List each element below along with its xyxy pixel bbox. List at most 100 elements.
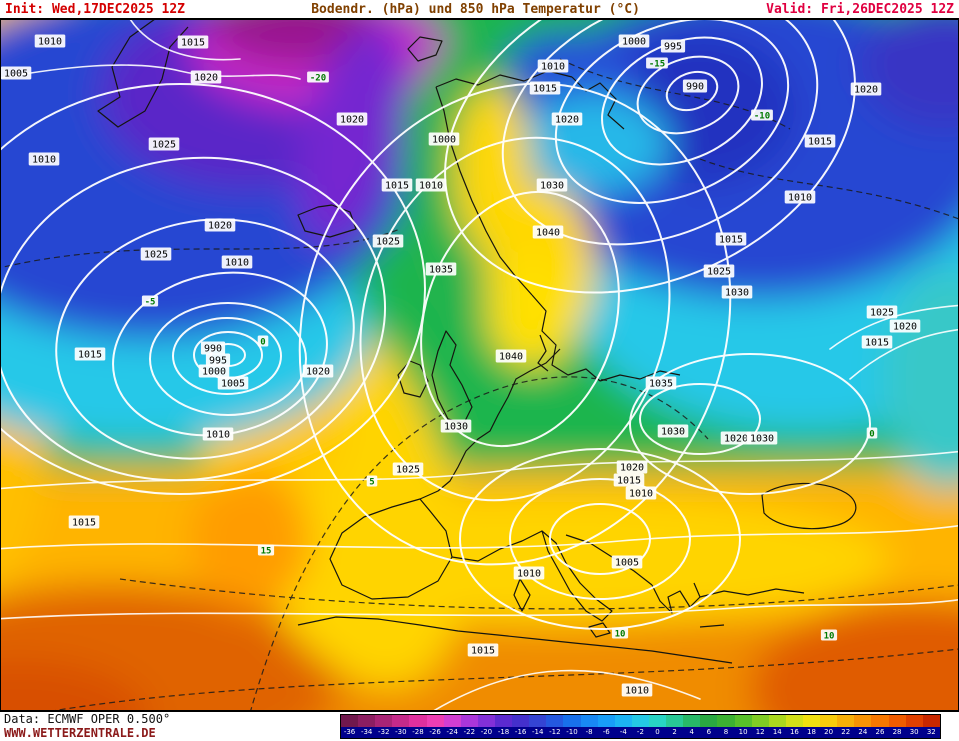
colorbar-segment: [443, 715, 461, 727]
colorbar-segment: [666, 715, 684, 727]
isobar-label: 1030: [725, 288, 749, 299]
colorbar-segment: [426, 715, 444, 727]
isobar-label: 1005: [221, 379, 245, 390]
colorbar-segment: [648, 715, 667, 727]
colorbar-tick-label: 16: [789, 728, 799, 736]
isobar-label-box: [190, 70, 222, 84]
colorbar-tick-label: -16: [514, 728, 527, 736]
isobar-label-box: [613, 473, 645, 487]
temperature-contours: [0, 58, 959, 711]
colorbar-segment: [580, 715, 598, 727]
isobar-label-box: [866, 305, 898, 319]
colorbar-tick-label: -24: [446, 728, 458, 736]
isobar-label-box: [513, 566, 545, 580]
init-label: Init: Wed,17DEC2025 12Z: [5, 1, 186, 17]
isobar-label: 1010: [625, 686, 649, 697]
colorbar-segment: [375, 715, 393, 727]
isobar-label-box: [302, 364, 334, 378]
colorbar-segment: [392, 715, 410, 727]
isobar-label: 1010: [38, 37, 62, 48]
colorbar-labels: -36 -34 -32 -30 -28 -26 -24 -22 -20 -18 -16 -14 -12-…: [341, 727, 940, 738]
colorbar-tick-label: 32: [926, 728, 936, 736]
isobar-label-box: [889, 319, 921, 333]
isobar-label-box: [200, 341, 226, 355]
isobar-label: 1020: [555, 115, 579, 126]
colorbar-tick-label: -12: [549, 728, 561, 736]
isobar-label-box: [177, 35, 209, 49]
colorbar-tick-label: 12: [755, 728, 765, 736]
isobar-label: 1015: [617, 476, 641, 487]
isobar-label: 1035: [649, 379, 673, 390]
colorbar-tick-label: 6: [706, 728, 712, 736]
colorbar-segment: [529, 715, 547, 727]
header-bar: Init: Wed,17DEC2025 12Z Bodendr. (hPa) u…: [0, 0, 959, 18]
temp-label: 10: [615, 630, 626, 640]
isobar-label-box: [198, 364, 230, 378]
colorbar-tick-label: -2: [636, 728, 644, 736]
isobars-long: [0, 19, 959, 711]
isobar-label-box: [616, 460, 648, 474]
isobar-label: 1025: [376, 237, 400, 248]
isobar-label-box: [611, 555, 643, 569]
colorbar-segment: [341, 715, 359, 727]
isobar-label: 1025: [870, 308, 894, 319]
colorbar-segment: [631, 715, 649, 727]
colorbar-tick-label: -6: [602, 728, 610, 736]
isobar-label: 990: [204, 344, 222, 355]
isobar-label: 1015: [72, 518, 96, 529]
temp-label: -5: [145, 298, 156, 308]
colorbar-segment: [837, 715, 855, 727]
colorbar-tick-label: 4: [689, 728, 694, 736]
isobar-label: 1010: [206, 430, 230, 441]
isobar-label: 1000: [432, 135, 456, 146]
isobar-label-box: [715, 232, 747, 246]
temp-label: 0: [260, 338, 265, 348]
isobar-label: 1020: [208, 221, 232, 232]
isobar-label: 1025: [152, 140, 176, 151]
isobar-label-box: [645, 376, 677, 390]
isobar-label-box: [372, 234, 404, 248]
isobar-label: 1010: [32, 155, 56, 166]
isobar-label: 1005: [4, 69, 28, 80]
isobar-label-box: [68, 515, 100, 529]
temp-label-box: [366, 475, 378, 487]
isobar-label: 1020: [724, 434, 748, 445]
isobar-label-box: [850, 82, 882, 96]
isobar-label: 1020: [194, 73, 218, 84]
isobar-label-box: [746, 431, 778, 445]
temp-label: -15: [649, 60, 665, 70]
isobar-label: 1025: [396, 465, 420, 476]
temp-label-box: [141, 295, 159, 307]
isobar-label: 995: [209, 356, 227, 367]
colorbar-segments: [341, 715, 940, 727]
isobar-label: 1010: [419, 181, 443, 192]
isobar-label-box: [720, 431, 752, 445]
colorbar-tick-label: 28: [892, 728, 902, 736]
colorbar-tick-label: 22: [841, 728, 851, 736]
colorbar-tick-label: -14: [532, 728, 544, 736]
isobar-label: 1015: [808, 137, 832, 148]
colorbar-tick-label: 14: [772, 728, 782, 736]
colorbar-tick-label: 30: [909, 728, 919, 736]
temp-label-box: [751, 109, 773, 121]
isobar-label: 1025: [144, 250, 168, 261]
colorbar-segment: [460, 715, 478, 727]
temp-label-box: [257, 335, 269, 347]
isobar-label: 1030: [444, 422, 468, 433]
colorbar-tick-label: 2: [672, 728, 677, 736]
isobar-label-box: [202, 427, 234, 441]
isobar-label-box: [204, 218, 236, 232]
isobar-label-box: [392, 462, 424, 476]
isobar-label-box: [537, 59, 569, 73]
isobar-label: 1030: [661, 427, 685, 438]
isobar-label-box: [74, 347, 106, 361]
temp-label-box: [257, 544, 275, 556]
colorbar-segment: [751, 715, 769, 727]
colorbar-tick-label: -32: [378, 728, 390, 736]
footer-bar: Data: ECMWF OPER 0.500° WWW.WETTERZENTRA…: [0, 712, 959, 741]
temp-label: 10: [824, 632, 835, 642]
isobar-label-box: [205, 353, 231, 367]
colorbar-segment: [922, 715, 940, 727]
colorbar-segment: [854, 715, 872, 727]
